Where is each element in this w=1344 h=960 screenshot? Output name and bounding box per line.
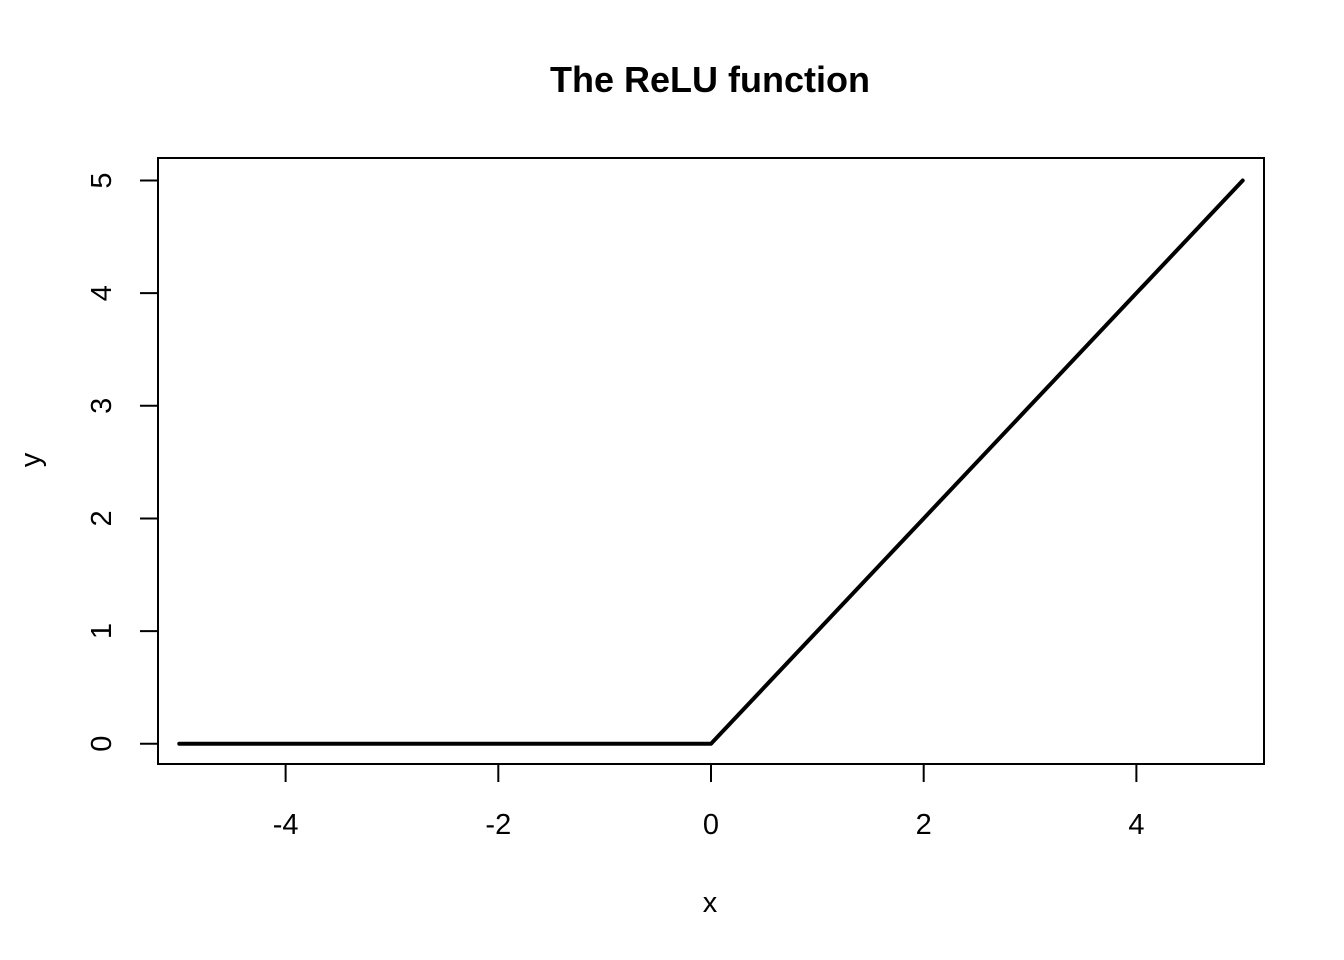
- y-tick-label: 4: [86, 285, 118, 301]
- y-tick-label: 0: [86, 736, 118, 752]
- plot-frame: [157, 157, 1265, 765]
- series-layer: [177, 178, 1245, 746]
- series-line: [177, 178, 1245, 746]
- x-axis: -4 -2 0 2 4: [273, 763, 1144, 841]
- y-tick-label: 3: [86, 398, 118, 414]
- y-tick-label: 5: [86, 172, 118, 188]
- y-tick-label: 1: [86, 623, 118, 639]
- x-tick-label: 4: [1128, 809, 1144, 841]
- y-axis-label: y: [15, 452, 47, 467]
- x-tick-label: 2: [916, 809, 932, 841]
- y-axis: 0 1 2 3 4 5: [86, 172, 159, 752]
- chart-title: The ReLU function: [550, 59, 870, 100]
- y-tick-label: 2: [86, 510, 118, 526]
- x-tick-label: -2: [485, 809, 511, 841]
- x-tick-label: -4: [273, 809, 299, 841]
- x-tick-label: 0: [703, 809, 719, 841]
- x-axis-label: x: [703, 887, 718, 919]
